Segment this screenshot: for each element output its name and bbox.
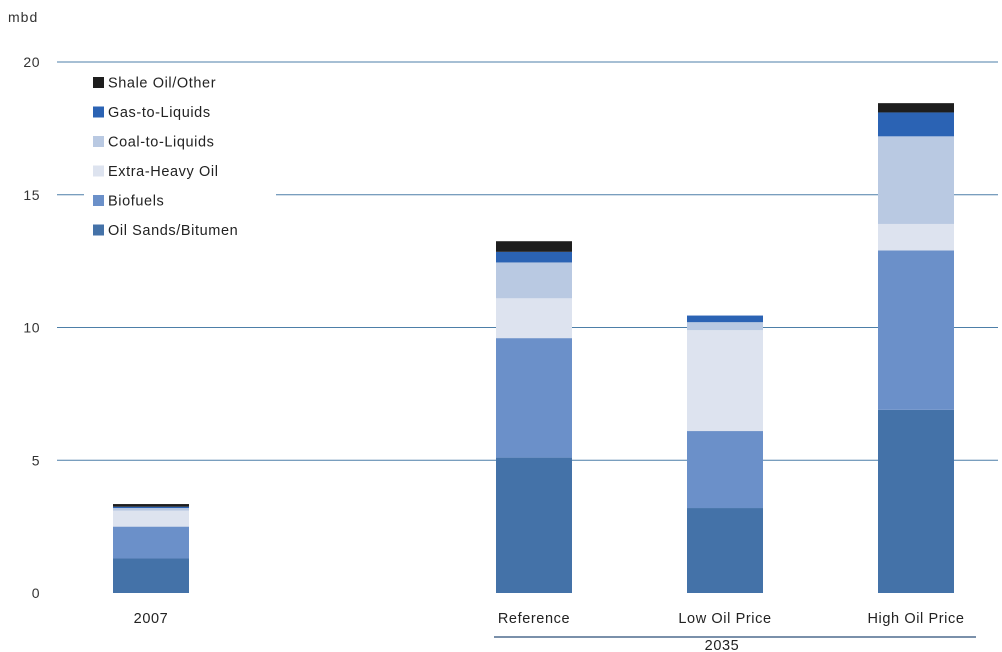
legend-label: Biofuels	[108, 194, 164, 210]
bar-segment	[113, 558, 189, 593]
x-category-label: 2007	[134, 611, 169, 627]
bar-segment	[878, 250, 954, 410]
group-label: 2035	[705, 638, 740, 652]
y-axis-unit-label: mbd	[8, 9, 38, 25]
legend: Shale Oil/Other Gas-to-Liquids Coal-to-Liq…	[93, 76, 238, 239]
bar-segment	[113, 526, 189, 559]
bar-segment	[687, 508, 763, 593]
bar-segment	[687, 322, 763, 331]
legend-swatch	[93, 106, 104, 118]
legend-label: Gas-to-Liquids	[108, 105, 211, 121]
legend-swatch	[93, 165, 104, 177]
bars	[113, 103, 954, 593]
bar-segment	[496, 262, 572, 299]
legend-label: Shale Oil/Other	[108, 76, 216, 92]
y-tick-label: 10	[23, 320, 40, 336]
legend-label: Coal-to-Liquids	[108, 135, 215, 151]
x-category-label: Reference	[498, 611, 570, 627]
bar-segment	[687, 431, 763, 509]
y-tick-label: 15	[23, 187, 40, 203]
y-tick-label: 5	[32, 452, 40, 468]
bar-segment	[496, 338, 572, 458]
legend-box	[84, 66, 276, 246]
bar-segment	[878, 136, 954, 224]
bar-segment	[496, 298, 572, 339]
bar-segment	[496, 457, 572, 593]
legend-swatch	[93, 136, 104, 147]
legend-label: Extra-Heavy Oil	[108, 164, 219, 180]
bar-segment	[878, 409, 954, 593]
bar-segment	[878, 112, 954, 137]
bar-segment	[113, 508, 189, 511]
bar-segment	[113, 506, 189, 509]
y-tick-label: 20	[23, 54, 40, 70]
x-axis-category-labels: 2007 Reference Low Oil Price High Oil Price	[134, 611, 964, 627]
y-tick-label: 0	[32, 585, 40, 601]
x-category-label: High Oil Price	[867, 611, 964, 627]
bar-segment	[687, 330, 763, 432]
legend-label: Oil Sands/Bitumen	[108, 223, 238, 239]
y-axis-tick-labels: 0 5 10 15 20	[23, 54, 40, 601]
x-category-label: Low Oil Price	[678, 611, 771, 627]
bar-segment	[113, 504, 189, 507]
legend-swatch	[93, 77, 104, 88]
bar-segment	[687, 315, 763, 323]
legend-background	[84, 66, 276, 246]
bar-segment	[496, 251, 572, 263]
legend-swatch	[93, 224, 104, 236]
bar-segment	[496, 241, 572, 252]
bar-segment	[878, 103, 954, 113]
bar-segment	[113, 510, 189, 527]
category-group-2035: 2035	[494, 636, 976, 652]
bar-segment	[878, 223, 954, 251]
legend-swatch	[93, 195, 104, 206]
